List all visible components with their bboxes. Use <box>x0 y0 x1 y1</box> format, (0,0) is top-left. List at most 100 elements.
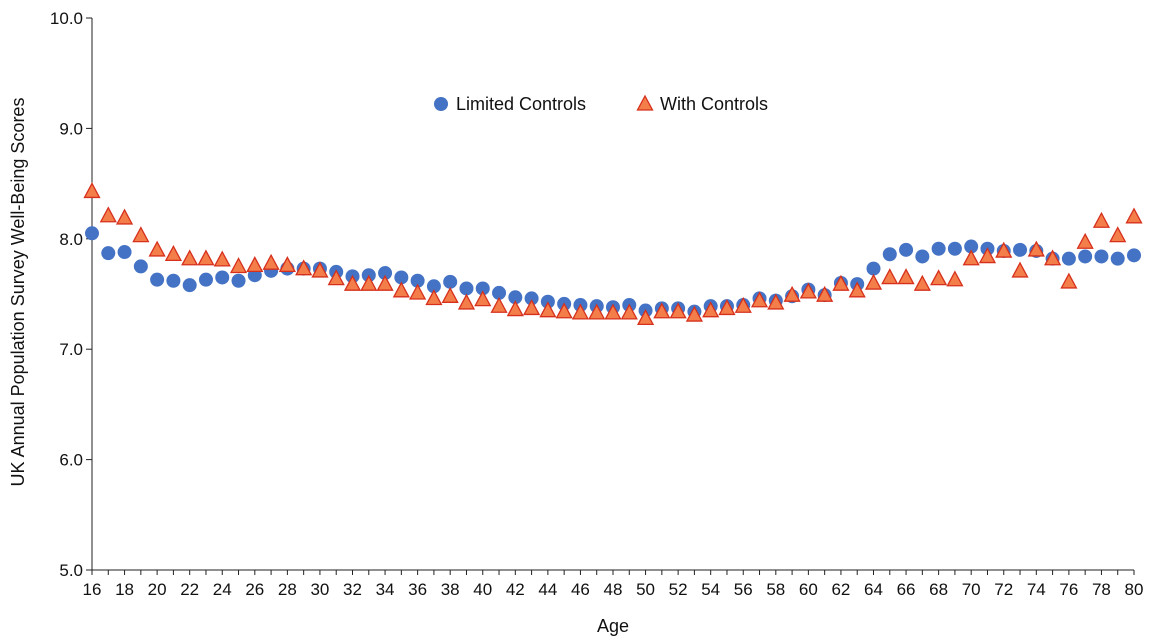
with-controls-point <box>117 210 132 224</box>
y-tick-label: 10.0 <box>50 9 83 28</box>
legend-label-with-controls: With Controls <box>660 94 768 114</box>
limited-controls-point <box>1062 252 1076 266</box>
plot-area <box>85 183 1142 324</box>
x-tick-label: 30 <box>310 580 329 599</box>
with-controls-point <box>150 242 165 256</box>
limited-controls-point <box>459 281 473 295</box>
with-controls-point <box>101 208 116 222</box>
x-tick-label: 76 <box>1059 580 1078 599</box>
limited-controls-point <box>150 273 164 287</box>
limited-controls-point <box>883 247 897 261</box>
x-tick-label: 48 <box>604 580 623 599</box>
x-axis-ticks: 16 18 20 22 24 26 28 30 32 34 36 38 40 42 44 46 48 50 52 54… <box>83 570 1144 599</box>
limited-controls-point <box>1078 249 1092 263</box>
with-controls-point <box>247 257 262 271</box>
limited-controls-point <box>915 249 929 263</box>
limited-controls-point <box>867 262 881 276</box>
legend-marker-limited-controls <box>434 97 448 111</box>
with-controls-point <box>947 272 962 286</box>
x-tick-label: 46 <box>571 580 590 599</box>
x-tick-label: 66 <box>897 580 916 599</box>
x-tick-label: 18 <box>115 580 134 599</box>
limited-controls-point <box>199 273 213 287</box>
x-tick-label: 26 <box>245 580 264 599</box>
with-controls-point <box>1094 213 1109 227</box>
x-tick-label: 28 <box>278 580 297 599</box>
x-tick-label: 70 <box>962 580 981 599</box>
with-controls-point <box>1061 274 1076 288</box>
x-tick-label: 44 <box>538 580 557 599</box>
limited-controls-point <box>215 270 229 284</box>
x-tick-label: 60 <box>799 580 818 599</box>
with-controls-point <box>508 302 523 316</box>
y-tick-label: 7.0 <box>59 340 83 359</box>
with-controls-point <box>443 288 458 302</box>
x-tick-label: 78 <box>1092 580 1111 599</box>
x-tick-label: 38 <box>441 580 460 599</box>
with-controls-point <box>1078 234 1093 248</box>
y-tick-label: 9.0 <box>59 119 83 138</box>
with-controls-point <box>231 259 246 273</box>
x-tick-label: 42 <box>506 580 525 599</box>
limited-controls-point <box>1013 243 1027 257</box>
with-controls-point <box>182 251 197 265</box>
with-controls-point <box>264 255 279 269</box>
with-controls-point <box>198 251 213 265</box>
x-axis-title: Age <box>597 616 629 636</box>
with-controls-point <box>85 183 100 197</box>
with-controls-point <box>475 292 490 306</box>
with-controls-point <box>1013 263 1028 277</box>
limited-controls-point <box>1094 249 1108 263</box>
with-controls-point <box>394 283 409 297</box>
x-tick-label: 34 <box>376 580 395 599</box>
limited-controls-point <box>1127 248 1141 262</box>
legend-marker-with-controls <box>638 96 653 110</box>
x-tick-label: 74 <box>1027 580 1046 599</box>
x-tick-label: 64 <box>864 580 883 599</box>
limited-controls-point <box>134 259 148 273</box>
x-tick-label: 40 <box>473 580 492 599</box>
limited-controls-point <box>85 226 99 240</box>
with-controls-point <box>166 246 181 260</box>
with-controls-point <box>931 271 946 285</box>
x-tick-label: 20 <box>148 580 167 599</box>
limited-controls-point <box>443 275 457 289</box>
with-controls-point <box>1127 209 1142 223</box>
x-tick-label: 16 <box>83 580 102 599</box>
limited-controls-point <box>101 246 115 260</box>
y-axis-ticks: 5.0 6.0 7.0 8.0 9.0 10.0 <box>50 9 92 580</box>
limited-controls-point <box>932 242 946 256</box>
legend-label-limited-controls: Limited Controls <box>456 94 586 114</box>
limited-controls-point <box>948 242 962 256</box>
limited-controls-point <box>166 274 180 288</box>
limited-controls-point <box>183 278 197 292</box>
y-axis-title: UK Annual Population Survey Well-Being S… <box>8 98 28 487</box>
y-tick-label: 6.0 <box>59 451 83 470</box>
with-controls-point <box>378 276 393 290</box>
x-tick-label: 62 <box>831 580 850 599</box>
x-tick-label: 52 <box>669 580 688 599</box>
limited-controls-point <box>118 245 132 259</box>
x-tick-label: 72 <box>994 580 1013 599</box>
y-tick-label: 5.0 <box>59 561 83 580</box>
x-tick-label: 80 <box>1125 580 1144 599</box>
limited-controls-point <box>899 243 913 257</box>
x-tick-label: 68 <box>929 580 948 599</box>
x-tick-label: 58 <box>766 580 785 599</box>
with-controls-point <box>866 275 881 289</box>
with-controls-point <box>426 291 441 305</box>
limited-controls-point <box>1111 252 1125 266</box>
x-tick-label: 22 <box>180 580 199 599</box>
with-controls-point <box>964 251 979 265</box>
with-controls-point <box>899 270 914 284</box>
y-tick-label: 8.0 <box>59 230 83 249</box>
with-controls-point <box>215 252 230 266</box>
x-tick-label: 50 <box>636 580 655 599</box>
x-tick-label: 36 <box>408 580 427 599</box>
legend: Limited Controls With Controls <box>434 94 768 114</box>
with-controls-point <box>459 295 474 309</box>
with-controls-point <box>133 228 148 242</box>
with-controls-point <box>882 270 897 284</box>
x-tick-label: 24 <box>213 580 232 599</box>
